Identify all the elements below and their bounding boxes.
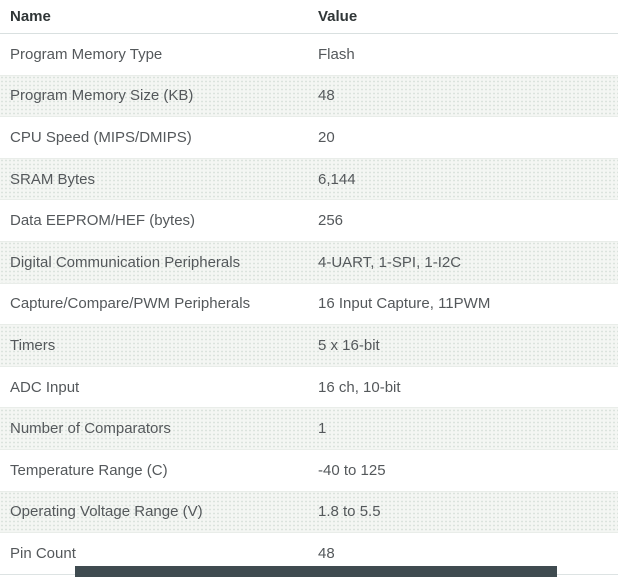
spec-name: Timers bbox=[0, 324, 308, 367]
spec-value: 16 ch, 10-bit bbox=[308, 366, 618, 409]
spec-name: SRAM Bytes bbox=[0, 158, 308, 201]
table-row: Capture/Compare/PWM Peripherals 16 Input … bbox=[0, 283, 618, 326]
spec-table-body: Program Memory Type Flash Program Memory S… bbox=[0, 33, 618, 575]
spec-name: Capture/Compare/PWM Peripherals bbox=[0, 283, 308, 326]
table-row: Data EEPROM/HEF (bytes) 256 bbox=[0, 199, 618, 242]
spec-name: Operating Voltage Range (V) bbox=[0, 491, 308, 534]
table-row: Program Memory Size (KB) 48 bbox=[0, 75, 618, 118]
spec-name: Data EEPROM/HEF (bytes) bbox=[0, 199, 308, 242]
spec-value: 6,144 bbox=[308, 158, 618, 201]
table-row: ADC Input 16 ch, 10-bit bbox=[0, 366, 618, 409]
spec-value: 1.8 to 5.5 bbox=[308, 491, 618, 534]
spec-value: -40 to 125 bbox=[308, 449, 618, 492]
spec-value: Flash bbox=[308, 33, 618, 76]
spec-value: 20 bbox=[308, 116, 618, 159]
spec-name: Program Memory Size (KB) bbox=[0, 75, 308, 118]
column-header-value: Value bbox=[308, 0, 618, 34]
spec-name: Program Memory Type bbox=[0, 33, 308, 76]
spec-name: Temperature Range (C) bbox=[0, 449, 308, 492]
next-section-bar bbox=[75, 566, 557, 577]
spec-value: 4-UART, 1-SPI, 1-I2C bbox=[308, 241, 618, 284]
table-row: SRAM Bytes 6,144 bbox=[0, 158, 618, 201]
spec-value: 256 bbox=[308, 199, 618, 242]
spec-name: ADC Input bbox=[0, 366, 308, 409]
table-row: Timers 5 x 16-bit bbox=[0, 324, 618, 367]
table-row: Temperature Range (C) -40 to 125 bbox=[0, 449, 618, 492]
spec-name: Digital Communication Peripherals bbox=[0, 241, 308, 284]
spec-value: 5 x 16-bit bbox=[308, 324, 618, 367]
column-header-name: Name bbox=[0, 0, 308, 34]
spec-value: 1 bbox=[308, 407, 618, 450]
table-row: Digital Communication Peripherals 4-UART,… bbox=[0, 241, 618, 284]
spec-value: 16 Input Capture, 11PWM bbox=[308, 283, 618, 326]
spec-name: CPU Speed (MIPS/DMIPS) bbox=[0, 116, 308, 159]
table-row: Number of Comparators 1 bbox=[0, 407, 618, 450]
table-row: CPU Speed (MIPS/DMIPS) 20 bbox=[0, 116, 618, 159]
spec-value: 48 bbox=[308, 75, 618, 118]
spec-name: Number of Comparators bbox=[0, 407, 308, 450]
spec-table-header: Name Value bbox=[0, 0, 618, 34]
table-row: Operating Voltage Range (V) 1.8 to 5.5 bbox=[0, 491, 618, 534]
header-row: Name Value bbox=[0, 0, 618, 34]
table-row: Program Memory Type Flash bbox=[0, 33, 618, 76]
